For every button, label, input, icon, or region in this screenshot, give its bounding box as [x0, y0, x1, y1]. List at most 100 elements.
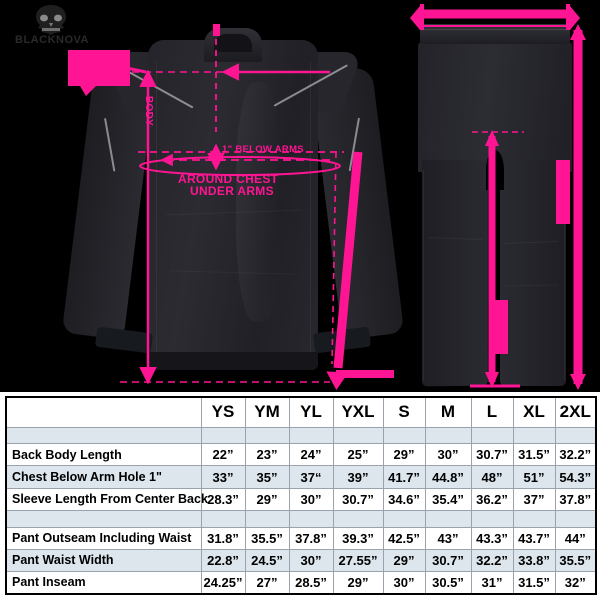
jacket-hem [148, 352, 318, 370]
jacket-torso [148, 40, 318, 370]
cell-2XL: 44” [554, 526, 597, 550]
cell-M: 30.7” [424, 548, 472, 572]
cell-S: 34.6” [382, 487, 426, 511]
spacer-cell [554, 426, 597, 445]
garment-illustration-area: BLACKNOVA [10, 4, 586, 392]
jacket-seam-right [310, 62, 311, 362]
cell-YXL: 39.3” [332, 526, 384, 550]
cell-YS: 22.8” [200, 548, 246, 572]
cell-YXL: 39” [332, 465, 384, 489]
spacer-cell [200, 426, 246, 445]
cell-YXL: 25” [332, 443, 384, 467]
cell-YM: 35” [244, 465, 290, 489]
cell-XL: 43.7” [512, 526, 556, 550]
label-around-chest: AROUND CHEST [178, 172, 279, 186]
header-size-L: L [470, 396, 514, 428]
header-measurement-label [5, 396, 202, 428]
cell-YM: 24.5” [244, 548, 290, 572]
cell-L: 30.7” [470, 443, 514, 467]
cell-XL: 51” [512, 465, 556, 489]
jacket-highlight [236, 82, 282, 322]
pants-leg-left [421, 159, 488, 387]
cell-S: 41.7” [382, 465, 426, 489]
brand-logo-text: BLACKNOVA [15, 34, 89, 46]
cell-YL: 28.5” [288, 570, 334, 595]
cell-S: 29” [382, 443, 426, 467]
spacer-cell [332, 426, 384, 445]
pants-side-seam-right [564, 170, 565, 380]
cell-L: 48” [470, 465, 514, 489]
cell-XL: 31.5” [512, 570, 556, 595]
spacer-cell [244, 426, 290, 445]
cell-L: 31” [470, 570, 514, 595]
pants-leg-right [500, 160, 566, 386]
cell-L: 36.2” [470, 487, 514, 511]
spacer-cell [554, 509, 597, 528]
jacket-collar-inner [214, 34, 252, 52]
cell-YS: 24.25” [200, 570, 246, 595]
pants-side-seam-left [423, 170, 424, 380]
cell-M: 44.8” [424, 465, 472, 489]
table-row: Pant Outseam Including Waist 31.8” 35.5” 37… [5, 526, 597, 550]
label-below-arms: 1" BELOW ARMS [222, 144, 304, 155]
cell-YS: 28.3” [200, 487, 246, 511]
label-under-arms: UNDER ARMS [190, 184, 274, 198]
spacer-cell [382, 509, 426, 528]
cell-L: 43.3” [470, 526, 514, 550]
spacer-cell [5, 509, 202, 528]
table-row: Chest Below Arm Hole 1" 33” 35” 37“ 39” 41.7”… [5, 465, 597, 489]
spacer-cell [512, 426, 556, 445]
header-size-YXL: YXL [332, 396, 384, 428]
cell-YL: 37“ [288, 465, 334, 489]
cell-XL: 33.8” [512, 548, 556, 572]
spacer-row-top [5, 426, 597, 445]
row-label: Sleeve Length From Center Back [5, 487, 208, 511]
cell-2XL: 35.5” [554, 548, 597, 572]
spacer-cell [512, 509, 556, 528]
pants-illustration [408, 20, 583, 392]
row-label: Pant Waist Width [5, 548, 202, 572]
row-label: Chest Below Arm Hole 1" [5, 465, 202, 489]
spacer-cell [244, 509, 290, 528]
cell-YS: 22” [200, 443, 246, 467]
cell-YM: 35.5” [244, 526, 290, 550]
size-chart-header-row: YS YM YL YXL S M L XL 2XL [5, 396, 597, 428]
spacer-cell [470, 426, 514, 445]
table-row: Pant Waist Width 22.8” 24.5” 30” 27.55” 29” 30… [5, 548, 597, 572]
cell-YXL: 29” [332, 570, 384, 595]
cell-YXL: 30.7” [332, 487, 384, 511]
cell-YL: 30” [288, 548, 334, 572]
spacer-cell [382, 426, 426, 445]
cell-YM: 23” [244, 443, 290, 467]
cell-YS: 31.8” [200, 526, 246, 550]
table-row: Back Body Length 22” 23” 24” 25” 29” 30” 30.7” 3… [5, 443, 597, 467]
header-size-S: S [382, 396, 426, 428]
row-label: Pant Inseam [5, 570, 202, 595]
cell-YS: 33” [200, 465, 246, 489]
brand-logo: BLACKNOVA [10, 4, 94, 52]
cell-S: 30” [382, 570, 426, 595]
table-row: Sleeve Length From Center Back 28.3” 29” 30… [5, 487, 597, 511]
spacer-cell [288, 509, 334, 528]
size-chart-table-container: YS YM YL YXL S M L XL 2XL Back Body Length 22” 23” 2… [0, 392, 600, 600]
table-row: Pant Inseam 24.25” 27” 28.5” 29” 30” 30.5” 31” 3… [5, 570, 597, 595]
spacer-cell [424, 509, 472, 528]
cell-M: 43” [424, 526, 472, 550]
pants-crotch-gap [486, 150, 504, 190]
cell-YL: 30” [288, 487, 334, 511]
row-label: Back Body Length [5, 443, 202, 467]
header-size-YS: YS [200, 396, 246, 428]
header-size-YM: YM [244, 396, 290, 428]
cell-YL: 24” [288, 443, 334, 467]
cell-S: 29” [382, 548, 426, 572]
cell-YM: 29” [244, 487, 290, 511]
spacer-cell [424, 426, 472, 445]
spacer-cell [288, 426, 334, 445]
cell-2XL: 32.2” [554, 443, 597, 467]
pants-waistband-line [424, 29, 566, 30]
cell-XL: 37” [512, 487, 556, 511]
header-size-YL: YL [288, 396, 334, 428]
cell-2XL: 54.3” [554, 465, 597, 489]
pants-waistband [420, 24, 570, 44]
cell-L: 32.2” [470, 548, 514, 572]
